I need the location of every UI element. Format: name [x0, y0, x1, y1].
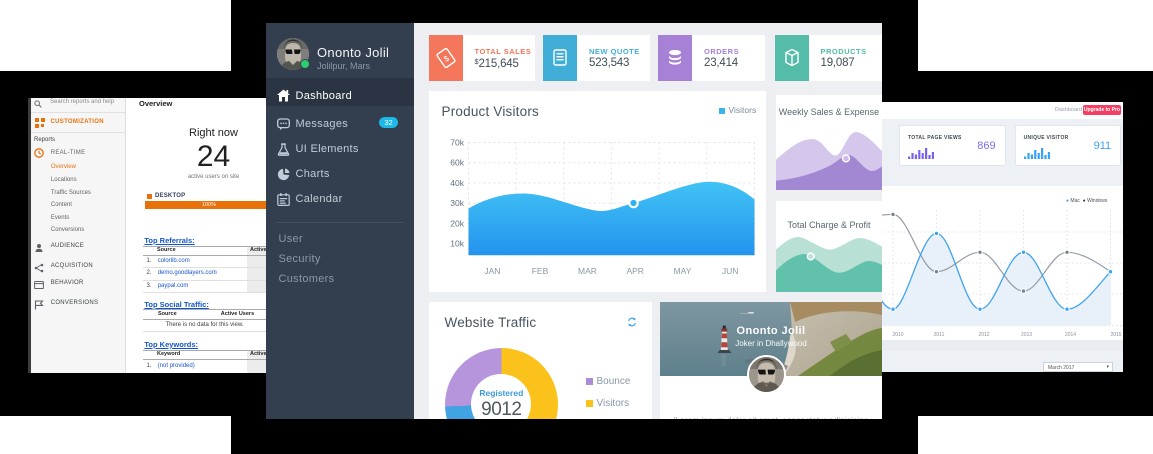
svg-text:2015: 2015	[1110, 332, 1121, 338]
svg-text:APR: APR	[626, 266, 643, 276]
svg-text:10k: 10k	[450, 238, 464, 248]
svg-text:2012: 2012	[978, 332, 989, 338]
svg-text:20k: 20k	[450, 218, 464, 228]
svg-text:2013: 2013	[1021, 332, 1032, 338]
svg-text:30k: 30k	[450, 198, 464, 208]
svg-text:FEB: FEB	[531, 266, 548, 276]
svg-text:40k: 40k	[450, 177, 464, 187]
svg-text:MAY: MAY	[673, 266, 691, 276]
svg-text:JAN: JAN	[484, 266, 500, 276]
svg-text:$: $	[442, 54, 451, 64]
svg-text:JUN: JUN	[721, 266, 738, 276]
svg-text:2014: 2014	[1065, 332, 1076, 338]
svg-text:2010: 2010	[892, 332, 903, 338]
svg-text:70k: 70k	[450, 137, 464, 147]
svg-text:2011: 2011	[934, 332, 945, 338]
svg-text:60k: 60k	[450, 157, 464, 167]
svg-text:MAR: MAR	[578, 266, 597, 276]
